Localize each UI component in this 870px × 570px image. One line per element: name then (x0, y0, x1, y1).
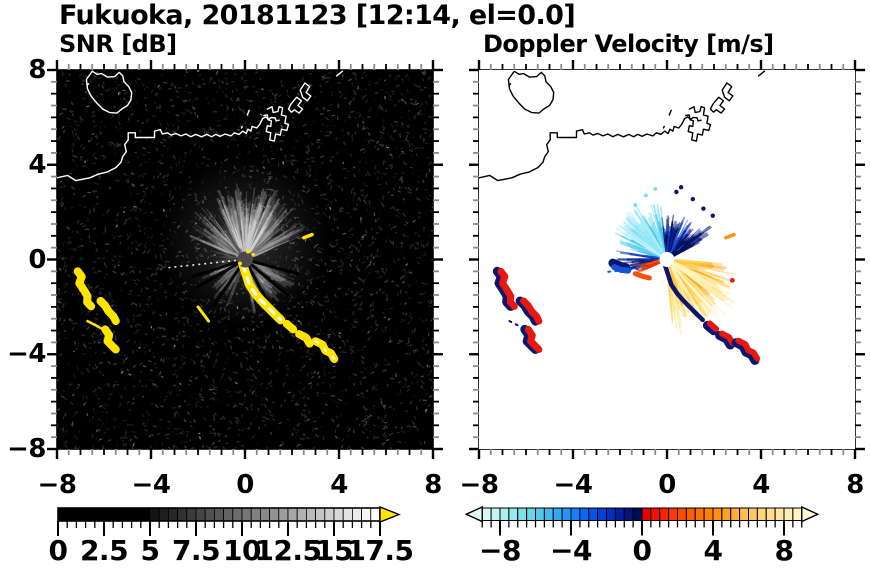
velocity-colorbar-label: 8 (774, 534, 794, 567)
snr-colorbar-label: 12.5 (254, 534, 322, 567)
x-tick-label: −4 (553, 470, 593, 500)
y-tick-label: −8 (7, 434, 46, 464)
x-tick-label: 4 (752, 470, 770, 500)
snr-colorbar-label: 5 (140, 534, 160, 567)
x-tick-label: 8 (424, 470, 442, 500)
snr-ppi-plot (57, 70, 433, 449)
snr-colorbar-label: 15 (315, 534, 353, 567)
x-tick-label: 0 (236, 470, 254, 500)
snr-colorbar-label: 2.5 (79, 534, 129, 567)
snr-colorbar-label: 17.5 (346, 534, 414, 567)
snr-panel-title: SNR [dB] (59, 30, 177, 58)
y-tick-label: 0 (28, 244, 46, 275)
y-tick-label: 4 (28, 149, 46, 180)
y-tick-label: 8 (28, 55, 46, 85)
velocity-colorbar-label: −4 (550, 534, 592, 567)
snr-colorbar-label: 10 (223, 534, 261, 567)
x-tick-label: −8 (37, 470, 77, 500)
velocity-colorbar-label: 4 (703, 534, 723, 567)
x-tick-label: 4 (330, 470, 348, 500)
snr-colorbar-label: 7.5 (171, 534, 221, 567)
velocity-ppi-plot (479, 70, 855, 449)
velocity-colorbar-label: −8 (479, 534, 521, 567)
snr-colorbar-label: 0 (48, 534, 68, 567)
y-tick-label: −4 (7, 339, 46, 370)
x-tick-label: −4 (131, 470, 171, 500)
velocity-colorbar-label: 0 (632, 534, 652, 567)
velocity-panel-title: Doppler Velocity [m/s] (483, 30, 774, 58)
x-tick-label: 8 (846, 470, 864, 500)
figure-title: Fukuoka, 20181123 [12:14, el=0.0] (59, 0, 576, 31)
x-tick-label: −8 (459, 470, 499, 500)
x-tick-label: 0 (658, 470, 676, 500)
